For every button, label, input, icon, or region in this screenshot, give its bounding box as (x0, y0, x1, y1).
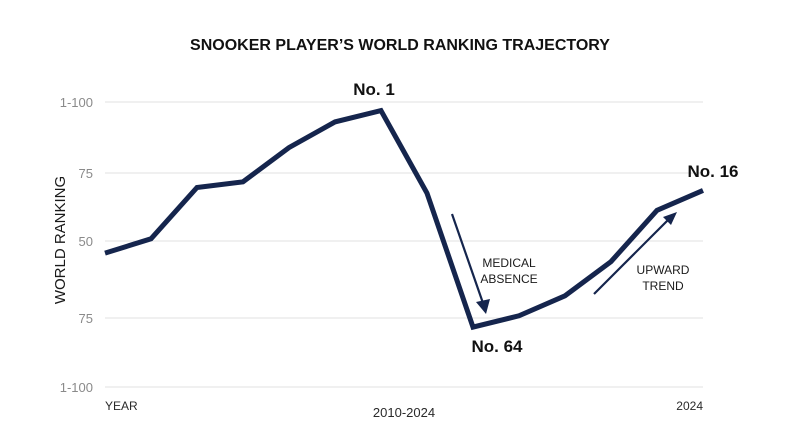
low-label: No. 64 (471, 337, 523, 356)
medical-absence-annotation: MEDICAL ABSENCE (450, 213, 538, 314)
chart-title: SNOOKER PLAYER’S WORLD RANKING TRAJECTOR… (190, 37, 610, 54)
y-axis-title: WORLD RANKING (52, 176, 69, 304)
medical-annotation-line1: MEDICAL (482, 256, 536, 270)
x-axis-right-label: 2024 (676, 399, 703, 413)
down-arrow-icon (476, 299, 490, 314)
upward-annotation-line2: TREND (642, 279, 684, 293)
up-arrow-shaft (593, 217, 671, 295)
y-tick-labels: 1-100 75 50 75 1-100 (60, 95, 93, 395)
y-tick-label: 50 (79, 234, 93, 249)
gridlines (105, 101, 703, 388)
y-tick-label: 1-100 (60, 95, 93, 110)
x-axis-title: 2010-2024 (373, 405, 435, 420)
upward-annotation-line1: UPWARD (637, 263, 690, 277)
down-arrow-shaft (450, 213, 486, 307)
y-tick-label: 75 (79, 166, 93, 181)
y-tick-label: 75 (79, 311, 93, 326)
ranking-series-line (104, 107, 704, 331)
x-axis-left-label: YEAR (105, 399, 138, 413)
up-arrow-icon (663, 212, 677, 225)
ranking-line (104, 107, 704, 331)
medical-annotation-line2: ABSENCE (480, 272, 537, 286)
peak-label: No. 1 (353, 80, 395, 99)
y-tick-label: 1-100 (60, 380, 93, 395)
end-label: No. 16 (687, 162, 738, 181)
upward-trend-annotation: UPWARD TREND (593, 212, 690, 295)
